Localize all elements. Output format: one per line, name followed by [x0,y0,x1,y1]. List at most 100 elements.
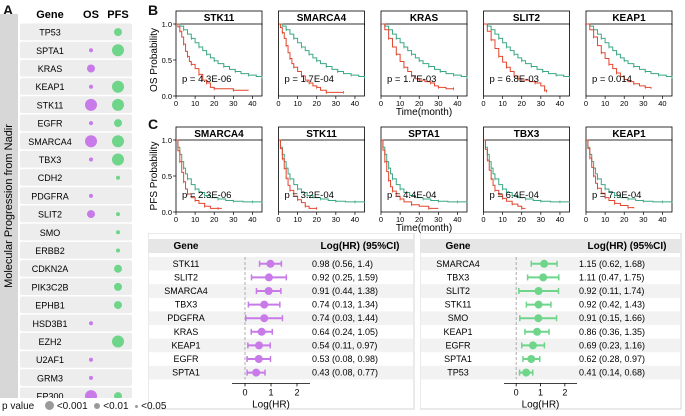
forest-pfs-gene-label: SLIT2 [446,286,470,296]
os-xtick-label: 20 [313,99,321,108]
pfs-dot [112,80,124,93]
forest-os-xtick-label: 0 [242,387,247,397]
forest-os-gene-label: STK11 [173,259,200,269]
os-curve-wildtype [381,23,468,78]
gene-label: SPTA1 [36,46,64,56]
forest-os-hr-label: 0.43 (0.08, 0.77) [312,368,378,378]
forest-os-hr-label: 0.64 (0.24, 1.05) [312,327,378,337]
forest-os-xtick-label: 2 [294,387,299,397]
gene-row-bg [20,332,132,350]
os-pvalue: p = 1.7E-04 [285,74,334,85]
pfs-xtick-label: 10 [498,215,506,224]
pfs-pvalue: p = 7.9E-04 [592,190,641,201]
gene-row-bg [20,187,132,204]
gene-row-bg [20,96,132,113]
legend-dot-medium [94,403,101,409]
pfs-dot [112,98,124,111]
os-xtick-label: 40 [658,99,666,108]
gene-label: CDKN2A [32,264,69,274]
pfs-xtick-label: 30 [229,215,237,224]
gene-row-bg [20,23,132,41]
forest-pfs-estimate-point [540,259,549,268]
os-xtick-label: 20 [620,99,628,108]
gene-row-bg [20,351,132,368]
gene-row-bg [20,205,132,223]
gene-label: SLIT2 [38,210,62,220]
pfs-gene-title: SMARCA4 [194,129,244,140]
gene-label: KRAS [38,64,63,74]
forest-pfs-row-bg [421,365,680,380]
header-os: OS [83,9,99,21]
os-xtick-label: 10 [396,99,404,108]
pfs-dot [116,248,120,253]
header-gene: Gene [36,9,64,21]
pfs-ytick-label: 0.5 [162,172,172,181]
gene-label: PIK3C2B [31,282,68,292]
pfs-xtick-label: 30 [639,215,647,224]
os-gene-title: KEAP1 [612,13,646,24]
gene-row-bg [20,296,132,314]
forest-pfs-header-gene: Gene [445,241,470,252]
forest-os-hr-label: 0.98 (0.56, 1.4) [312,259,373,269]
gene-label: EPHB1 [35,301,65,311]
os-dot [89,321,93,326]
forest-pfs-hr-label: 0.92 (0.11, 1.74) [579,286,644,296]
forest-os-hr-label: 0.91 (0.44, 1.38) [312,286,378,296]
forest-pfs-xlabel: Log(HR) [522,399,560,410]
forest-os-gene-label: KRAS [174,327,199,337]
forest-pfs-gene-label: TBX3 [447,272,470,282]
forest-os-hr-label: 0.74 (0.03, 1.44) [312,313,378,323]
forest-os-estimate-point [264,287,273,295]
pfs-dot [116,175,120,180]
os-xtick-label: 30 [434,99,442,108]
pfs-dot [114,264,122,273]
os-dot [89,375,93,380]
os-dot [85,98,97,111]
forest-pfs-estimate-point [522,368,531,377]
os-xtick-label: 30 [537,99,545,108]
os-curve-altered [381,23,454,90]
pfs-dot [114,392,122,398]
legend-dot-large [45,401,55,410]
gene-row-bg [20,114,132,132]
os-pvalue: p = 6.8E-03 [490,74,539,85]
pfs-xtick-label: 20 [415,215,423,224]
os-curve-wildtype [586,23,673,78]
pfs-pvalue: p = 6.4E-04 [490,190,539,201]
pfs-plot-frame [380,139,468,213]
legend-item: <0.01 [103,401,129,412]
os-plot-frame [483,23,570,97]
gene-label: TP53 [39,28,61,38]
pfs-dot [114,282,122,291]
gene-label: GRM3 [37,373,63,383]
gene-label: KEAP1 [35,82,64,92]
forest-os-hr-label: 0.74 (0.13, 1.34) [312,300,378,310]
forest-os-gene-label: SLIT2 [174,272,198,282]
pfs-dot [112,135,124,148]
pfs-curve-altered [586,139,635,209]
forest-os-estimate-point [260,300,269,309]
pfs-xtick-label: 40 [453,215,461,224]
gene-label: SMO [40,228,61,238]
gene-row-bg [20,260,132,277]
os-dot [87,64,95,73]
pfs-pvalue: p = 2.3E-06 [182,190,231,201]
legend-item: <0.001 [56,401,88,412]
forest-pfs-hr-label: 0.41 (0.14, 0.68) [579,368,645,378]
forest-pfs-hr-label: 1.15 (0.62, 1.68) [579,259,645,269]
os-curve-wildtype [176,23,263,78]
pfs-xtick-label: 20 [210,215,218,224]
forest-os-header-hr: Log(HR) (95%CI) [321,241,400,252]
pfs-ylabel: PFS Probability [149,142,160,211]
gene-label: HSD3B1 [32,319,67,329]
forest-os-estimate-point [264,273,273,282]
os-xtick-label: 20 [518,99,526,108]
gene-row-bg [20,314,132,332]
forest-os-gene-label: PDGFRA [167,313,205,323]
os-gene-title: SLIT2 [513,13,541,24]
os-curve-wildtype [483,23,570,78]
forest-os-hr-label: 0.92 (0.25, 1.59) [312,272,378,282]
os-plot-frame [380,23,468,97]
gene-row-bg [20,169,132,186]
forest-os-gene-label: KEAP1 [171,340,200,350]
